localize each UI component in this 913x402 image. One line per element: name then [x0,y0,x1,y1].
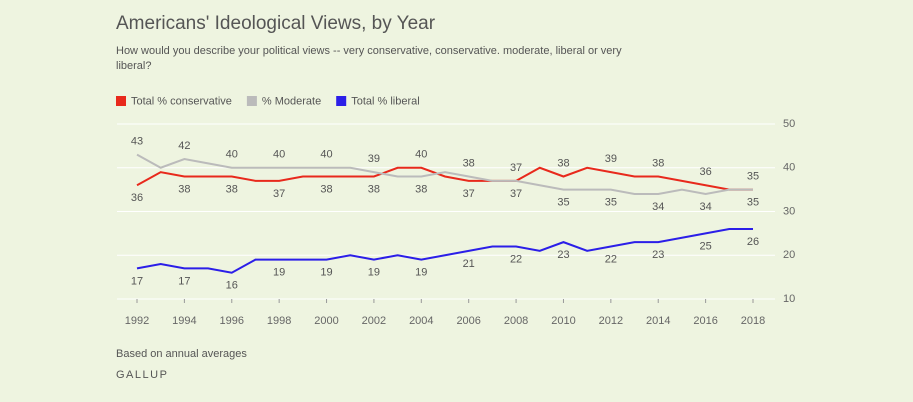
data-label: 42 [178,140,190,152]
data-label: 38 [415,183,427,195]
data-label: 37 [273,188,285,200]
source: GALLUP [116,369,168,381]
legend-label: Total % liberal [351,95,419,107]
x-tick-label: 2006 [456,315,480,327]
data-label: 17 [178,275,190,287]
data-label: 19 [320,267,332,279]
x-tick-label: 2016 [693,315,717,327]
data-label: 34 [699,201,711,213]
footnote: Based on annual averages [116,348,247,360]
data-label: 37 [463,188,475,200]
data-label: 37 [510,188,522,200]
subtitle: How would you describe your political vi… [116,45,622,57]
data-label: 37 [510,162,522,174]
data-label: 19 [273,267,285,279]
y-tick-label: 20 [783,249,795,261]
data-label: 38 [463,157,475,169]
data-label: 23 [652,249,664,261]
data-label: 35 [605,197,617,209]
x-tick-label: 2012 [599,315,623,327]
x-tick-label: 1992 [125,315,149,327]
legend-swatch [336,96,347,106]
data-label: 16 [226,280,238,292]
line-series [136,228,753,274]
y-tick-label: 10 [783,293,795,305]
data-label: 23 [557,249,569,261]
line-series [136,153,753,196]
data-label: 19 [415,267,427,279]
data-label: 21 [463,258,475,270]
data-label: 38 [226,183,238,195]
data-label: 38 [368,183,380,195]
data-label: 26 [747,236,759,248]
x-tick-label: 2002 [362,315,386,327]
subtitle: liberal? [116,60,151,72]
legend-swatch [116,96,126,106]
data-label: 40 [415,149,427,161]
data-label: 40 [320,149,332,161]
data-label: 22 [510,253,522,265]
data-label: 35 [747,171,759,183]
data-label: 43 [131,136,143,148]
data-label: 40 [226,149,238,161]
chart-title: Americans' Ideological Views, by Year [116,13,436,34]
x-tick-label: 1996 [220,315,244,327]
x-tick-label: 2018 [741,315,765,327]
data-label: 19 [368,267,380,279]
data-label: 25 [699,240,711,252]
x-tick-label: 2000 [314,315,338,327]
data-label: 40 [273,149,285,161]
y-tick-label: 30 [783,205,795,217]
legend-swatch [246,96,257,106]
data-label: 36 [699,166,711,178]
legend-label: % Moderate [262,95,321,107]
y-tick-label: 50 [783,118,795,130]
y-tick-label: 40 [783,162,795,174]
x-tick-label: 1994 [172,315,196,327]
data-label: 17 [131,275,143,287]
data-label: 22 [605,253,617,265]
data-label: 34 [652,201,664,213]
data-label: 39 [368,153,380,165]
data-label: 35 [557,197,569,209]
data-label: 36 [131,192,143,204]
data-label: 38 [178,183,190,195]
legend-label: Total % conservative [131,95,232,107]
x-tick-label: 2008 [504,315,528,327]
x-tick-label: 2014 [646,315,670,327]
data-label: 38 [652,157,664,169]
data-label: 35 [747,197,759,209]
x-tick-label: 2010 [551,315,575,327]
data-label: 38 [557,157,569,169]
data-label: 39 [605,153,617,165]
line-series [136,166,753,191]
x-tick-label: 1998 [267,315,291,327]
x-tick-label: 2004 [409,315,433,327]
data-label: 38 [320,183,332,195]
